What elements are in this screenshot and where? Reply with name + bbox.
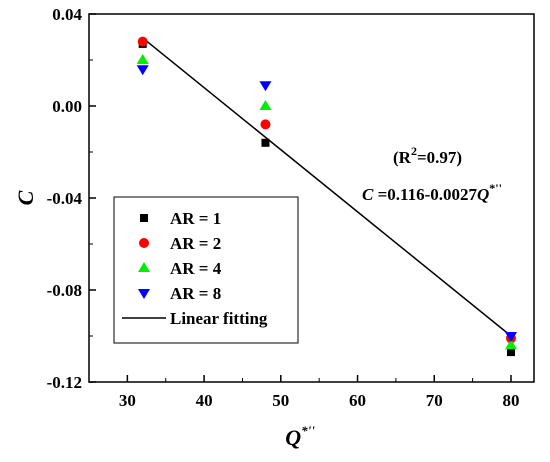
legend-label: AR = 8 bbox=[170, 284, 221, 303]
legend-marker-triangle-up bbox=[138, 262, 150, 272]
plot-frame bbox=[88, 13, 535, 383]
x-tick-label: 40 bbox=[196, 391, 213, 410]
fit-equation-annotation: C =0.116-0.0027Q*'' bbox=[362, 181, 502, 204]
legend-label: Linear fitting bbox=[170, 309, 268, 328]
data-point-triangle-up bbox=[136, 54, 149, 64]
data-point-circle bbox=[137, 36, 148, 47]
legend-marker-triangle-down bbox=[138, 289, 150, 299]
y-tick-labels: -0.12 -0.08 -0.04 0.00 0.04 bbox=[47, 5, 83, 392]
x-tick-label: 60 bbox=[349, 391, 366, 410]
x-tick-label: 50 bbox=[272, 391, 289, 410]
data-point-square bbox=[261, 138, 270, 147]
linear-fit-line bbox=[142, 37, 512, 337]
data-point-triangle-down bbox=[259, 81, 272, 92]
data-point-triangle-down bbox=[136, 65, 149, 76]
legend: AR = 1 AR = 2 AR = 4 AR = 8 Linear fitting bbox=[113, 196, 299, 344]
data-point-triangle-up bbox=[259, 100, 272, 110]
legend-label: AR = 4 bbox=[170, 259, 222, 278]
y-axis-label: C bbox=[13, 190, 38, 205]
legend-marker-circle bbox=[139, 238, 149, 248]
data-points bbox=[136, 36, 517, 357]
data-point-triangle-up bbox=[504, 339, 517, 350]
data-point-circle bbox=[260, 119, 271, 130]
y-tick-label: -0.08 bbox=[47, 281, 82, 300]
legend-marker-square bbox=[140, 214, 148, 222]
x-tick-labels: 30 40 50 60 70 80 bbox=[119, 391, 520, 410]
legend-label: AR = 1 bbox=[170, 209, 221, 228]
legend-items: AR = 1 AR = 2 AR = 4 AR = 8 Linear fitting bbox=[122, 209, 268, 328]
y-tick-label: 0.04 bbox=[52, 5, 82, 24]
legend-label: AR = 2 bbox=[170, 234, 221, 253]
y-tick-label: 0.00 bbox=[52, 97, 82, 116]
x-axis-label: Q*'' bbox=[285, 423, 315, 450]
y-tick-label: -0.12 bbox=[47, 373, 82, 392]
y-tick-label: -0.04 bbox=[47, 189, 83, 208]
x-tick-label: 80 bbox=[502, 391, 519, 410]
data-point-triangle-down bbox=[504, 332, 517, 342]
data-point-square bbox=[506, 348, 515, 357]
x-tick-label: 70 bbox=[426, 391, 443, 410]
x-tick-label: 30 bbox=[119, 391, 136, 410]
r-squared-annotation: (R2=0.97) bbox=[393, 144, 462, 167]
